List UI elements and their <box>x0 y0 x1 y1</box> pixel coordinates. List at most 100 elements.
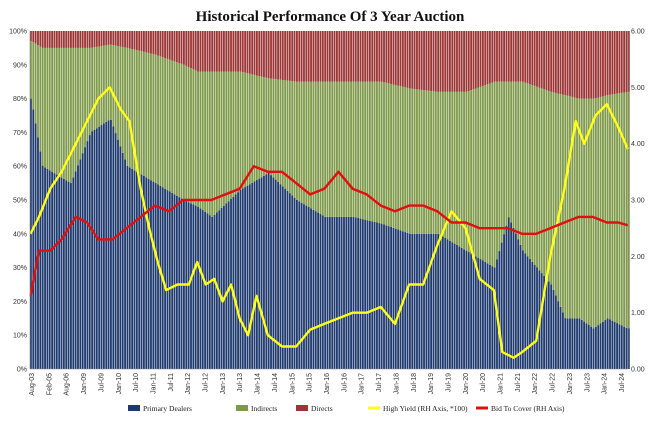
bar-segment-directs <box>498 31 501 82</box>
bar-segment-directs <box>620 31 623 93</box>
bar-segment-indirects <box>366 81 369 221</box>
bar-segment-directs <box>569 31 571 97</box>
x-tick-label: Jul-16 <box>341 373 348 392</box>
bar-segment-primary-dealers <box>491 266 494 369</box>
bar-segment-indirects <box>451 91 454 243</box>
bar-segment-directs <box>505 31 508 82</box>
bar-segment-directs <box>491 31 494 83</box>
bar-segment-directs <box>307 31 310 82</box>
bar-segment-directs <box>583 31 586 99</box>
bar-segment-directs <box>251 31 254 75</box>
bar-segment-primary-dealers <box>552 289 555 369</box>
x-tick-label: Jul-12 <box>203 373 210 392</box>
bar-segment-directs <box>519 31 522 82</box>
bar-segment-indirects <box>338 81 341 217</box>
bar-segment-indirects <box>265 77 268 175</box>
legend-label: High Yield (RH Axis, *100) <box>383 404 468 413</box>
bar-segment-directs <box>39 31 42 47</box>
bar-segment-indirects <box>359 81 362 219</box>
bar-segment-primary-dealers <box>578 318 581 369</box>
bar-segment-primary-dealers <box>519 244 522 369</box>
bar-segment-primary-dealers <box>138 173 141 369</box>
bar-segment-indirects <box>540 88 543 274</box>
bar-segment-primary-dealers <box>60 177 63 369</box>
bar-segment-primary-dealers <box>554 295 557 369</box>
legend-label: Directs <box>311 404 333 413</box>
bar-segment-indirects <box>307 81 310 207</box>
bar-segment-primary-dealers <box>62 178 65 369</box>
bar-segment-primary-dealers <box>376 222 378 369</box>
bar-segment-primary-dealers <box>350 216 352 369</box>
bar-segment-directs <box>404 31 407 88</box>
line-series <box>29 86 630 359</box>
bar-segment-indirects <box>86 47 89 142</box>
bar-segment-directs <box>411 31 414 89</box>
bar-segment-primary-dealers <box>477 257 480 369</box>
bar-segment-indirects <box>62 47 65 179</box>
bar-segment-directs <box>319 31 322 82</box>
bar-segment-directs <box>126 31 129 48</box>
bar-segment-indirects <box>340 81 343 217</box>
bar-segment-primary-dealers <box>387 226 390 369</box>
bar-segment-primary-dealers <box>124 159 126 369</box>
bar-segment-indirects <box>354 81 357 218</box>
bar-segment-indirects <box>481 85 484 261</box>
bar-segment-primary-dealers <box>102 123 105 369</box>
bar-segment-indirects <box>376 81 378 223</box>
bar-segment-directs <box>55 31 58 48</box>
bar-segment-indirects <box>413 89 416 234</box>
bar-segment-indirects <box>385 82 388 226</box>
bar-segment-primary-dealers <box>157 184 159 369</box>
bar-segment-indirects <box>114 45 117 134</box>
left-tick-label: 0% <box>17 367 27 374</box>
bar-segment-directs <box>361 31 364 82</box>
bar-segment-primary-dealers <box>190 203 192 369</box>
bar-segment-directs <box>536 31 538 87</box>
bar-segment-primary-dealers <box>486 263 489 369</box>
bar-segment-primary-dealers <box>441 236 444 369</box>
bar-segment-directs <box>246 31 249 74</box>
x-tick-label: Aug-06 <box>64 373 71 396</box>
bar-segment-primary-dealers <box>345 216 348 369</box>
bar-segment-directs <box>441 31 444 92</box>
bar-segment-primary-dealers <box>453 243 456 369</box>
bar-segment-primary-dealers <box>366 220 369 369</box>
bar-segment-directs <box>390 31 392 84</box>
bar-segment-primary-dealers <box>561 312 564 369</box>
bar-segment-directs <box>432 31 435 92</box>
bar-segment-indirects <box>592 98 595 329</box>
bar-segment-primary-dealers <box>526 256 529 369</box>
bar-segment-indirects <box>364 81 367 220</box>
axes: 0% 10% 20% 30% 40% 50% 60% 70% 80% 90% 100% 0.00 1.0… <box>9 29 645 396</box>
bar-segment-directs <box>394 31 397 86</box>
bar-segment-primary-dealers <box>394 228 397 369</box>
bar-segment-indirects <box>368 81 371 221</box>
bar-segment-directs <box>88 31 91 48</box>
bar-segment-indirects <box>185 65 188 202</box>
bar-segment-indirects <box>561 94 564 313</box>
bar-segment-directs <box>199 31 202 72</box>
bar-segment-primary-dealers <box>223 205 225 369</box>
bar-segment-primary-dealers <box>368 220 371 369</box>
bar-segment-indirects <box>616 93 618 324</box>
bar-segment-primary-dealers <box>272 177 275 369</box>
bar-segment-primary-dealers <box>343 216 345 369</box>
x-tick-label: Jan-21 <box>498 373 505 395</box>
bar-segment-indirects <box>526 83 529 257</box>
bar-segment-indirects <box>416 89 418 234</box>
bar-segment-indirects <box>48 47 51 171</box>
bar-segment-indirects <box>491 82 494 267</box>
bar-segment-primary-dealers <box>550 284 553 369</box>
bar-segment-primary-dealers <box>211 216 214 369</box>
bar-segment-primary-dealers <box>472 254 475 369</box>
bar-segment-primary-dealers <box>74 171 77 369</box>
bar-segment-indirects <box>298 81 301 202</box>
bar-segment-indirects <box>399 86 402 231</box>
bar-segment-primary-dealers <box>91 131 94 369</box>
bar-segment-directs <box>453 31 456 92</box>
bar-segment-indirects <box>255 75 258 181</box>
bar-segment-indirects <box>44 47 46 168</box>
bar-segment-directs <box>192 31 195 70</box>
bar-segment-primary-dealers <box>150 180 152 369</box>
x-tick-label: Jul-23 <box>584 373 591 392</box>
